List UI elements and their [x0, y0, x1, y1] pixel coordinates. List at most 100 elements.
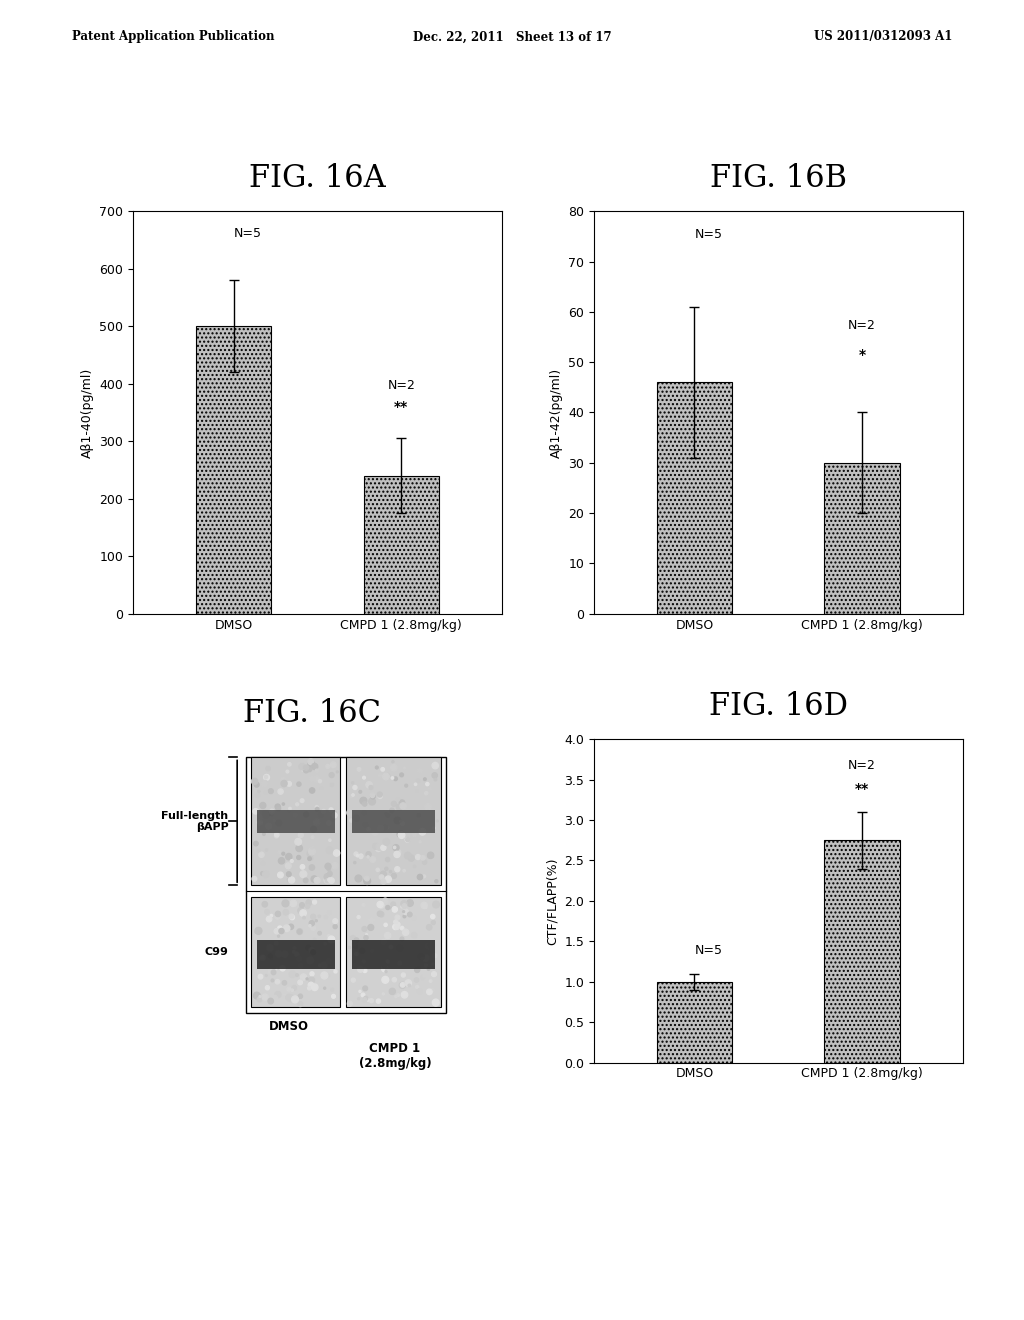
Circle shape	[372, 829, 378, 836]
Circle shape	[314, 878, 319, 883]
Text: FIG. 16A: FIG. 16A	[249, 164, 386, 194]
Circle shape	[328, 935, 331, 937]
Circle shape	[274, 834, 279, 838]
Circle shape	[279, 851, 281, 854]
Circle shape	[396, 804, 402, 810]
Circle shape	[283, 803, 285, 805]
Circle shape	[315, 808, 318, 810]
Circle shape	[310, 915, 315, 919]
Circle shape	[402, 909, 409, 915]
Circle shape	[369, 917, 375, 923]
Circle shape	[260, 803, 266, 808]
Circle shape	[294, 813, 297, 817]
Circle shape	[336, 771, 338, 772]
Circle shape	[308, 759, 313, 764]
Circle shape	[373, 843, 379, 849]
Circle shape	[412, 900, 414, 903]
Circle shape	[265, 974, 267, 977]
Circle shape	[299, 964, 303, 968]
Circle shape	[298, 1002, 303, 1007]
Circle shape	[381, 768, 384, 771]
Circle shape	[418, 953, 424, 960]
Circle shape	[380, 904, 385, 908]
Circle shape	[259, 953, 262, 956]
Circle shape	[269, 809, 274, 814]
Circle shape	[435, 879, 438, 883]
Circle shape	[371, 793, 375, 797]
Circle shape	[401, 991, 408, 998]
Circle shape	[392, 760, 394, 763]
Circle shape	[424, 777, 426, 780]
Circle shape	[307, 986, 311, 990]
Circle shape	[301, 768, 305, 771]
Circle shape	[414, 865, 416, 867]
Circle shape	[364, 822, 368, 828]
Circle shape	[425, 964, 427, 966]
Circle shape	[289, 913, 294, 919]
Circle shape	[351, 781, 353, 784]
Circle shape	[391, 826, 396, 833]
Circle shape	[263, 813, 268, 818]
Text: N=2: N=2	[848, 759, 876, 771]
Circle shape	[426, 944, 431, 949]
Circle shape	[347, 809, 353, 816]
Circle shape	[252, 876, 257, 882]
Circle shape	[282, 900, 289, 907]
Circle shape	[287, 987, 291, 991]
Circle shape	[275, 979, 280, 983]
Circle shape	[416, 789, 418, 792]
Circle shape	[334, 850, 340, 857]
Circle shape	[309, 920, 314, 925]
Circle shape	[369, 785, 373, 789]
Circle shape	[423, 861, 427, 865]
Circle shape	[398, 961, 401, 965]
Circle shape	[257, 995, 260, 998]
Circle shape	[415, 783, 417, 785]
Bar	[246, 758, 446, 1012]
Circle shape	[274, 941, 278, 945]
Circle shape	[268, 998, 273, 1005]
Circle shape	[421, 975, 425, 979]
Circle shape	[257, 849, 260, 851]
Circle shape	[271, 970, 275, 974]
Circle shape	[254, 783, 259, 787]
Circle shape	[282, 777, 285, 781]
Circle shape	[290, 915, 295, 920]
Circle shape	[298, 994, 302, 998]
Circle shape	[329, 772, 334, 777]
Bar	[656, 383, 732, 614]
Circle shape	[382, 964, 386, 968]
Circle shape	[376, 869, 379, 871]
Circle shape	[308, 982, 313, 987]
Circle shape	[295, 952, 299, 956]
Circle shape	[395, 915, 399, 920]
Circle shape	[281, 966, 285, 972]
Circle shape	[274, 833, 279, 837]
Circle shape	[427, 924, 432, 931]
Circle shape	[286, 770, 289, 774]
Circle shape	[287, 916, 290, 919]
Circle shape	[428, 787, 432, 791]
Circle shape	[275, 950, 282, 957]
Bar	[352, 940, 435, 969]
Circle shape	[262, 871, 269, 878]
Circle shape	[381, 879, 386, 884]
Circle shape	[377, 999, 381, 1003]
Circle shape	[294, 946, 296, 949]
Circle shape	[364, 936, 368, 940]
Circle shape	[304, 812, 308, 817]
Circle shape	[394, 851, 400, 858]
Circle shape	[433, 953, 437, 957]
Circle shape	[278, 789, 284, 795]
Circle shape	[322, 962, 327, 968]
Circle shape	[383, 898, 388, 903]
Circle shape	[298, 908, 304, 913]
Circle shape	[434, 974, 438, 978]
Circle shape	[309, 924, 311, 927]
Bar	[346, 896, 440, 1007]
Circle shape	[309, 788, 314, 793]
Circle shape	[432, 772, 437, 777]
Circle shape	[275, 807, 281, 810]
Circle shape	[329, 954, 335, 962]
Circle shape	[269, 814, 271, 816]
